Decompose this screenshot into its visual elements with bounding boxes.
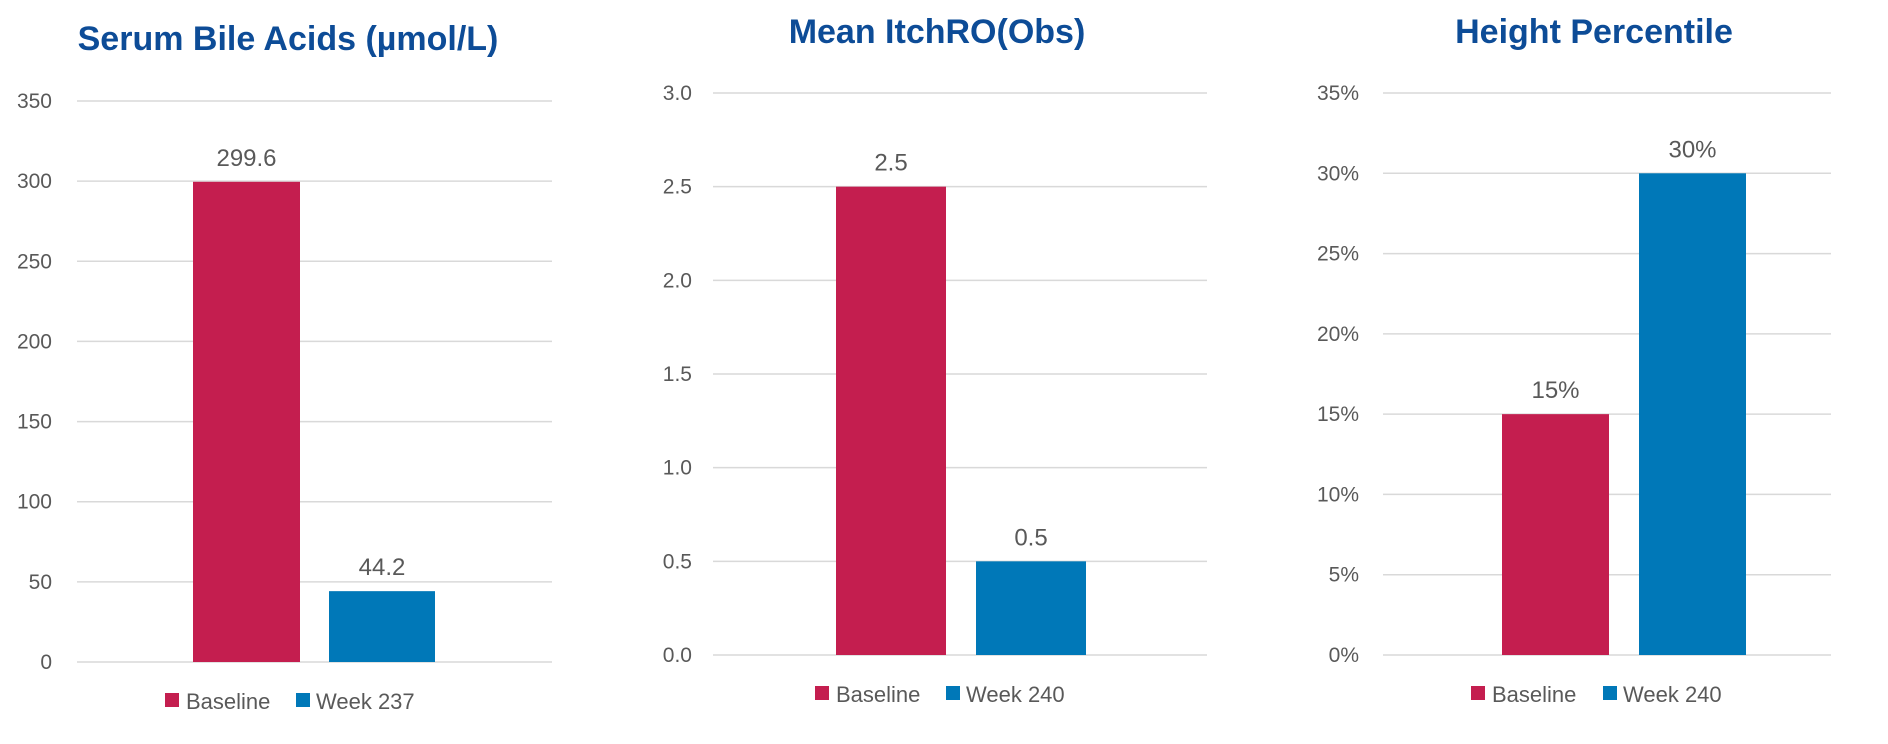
y-tick-label: 200 xyxy=(17,330,52,353)
legend-label: Week 240 xyxy=(966,682,1065,707)
y-tick-label: 3.0 xyxy=(663,82,692,105)
y-tick-label: 0 xyxy=(40,651,52,674)
y-tick-label: 0% xyxy=(1329,644,1359,667)
y-tick-label: 5% xyxy=(1329,564,1359,587)
y-tick-label: 100 xyxy=(17,491,52,514)
data-label: 30% xyxy=(1668,136,1716,163)
legend-swatch xyxy=(165,693,179,707)
y-tick-label: 0.5 xyxy=(663,550,692,573)
legend-label: Baseline xyxy=(836,682,920,707)
y-tick-label: 300 xyxy=(17,170,52,193)
legend-swatch xyxy=(1603,686,1617,700)
bar-week xyxy=(1639,173,1746,656)
y-tick-label: 2.0 xyxy=(663,269,692,292)
chart-title: Mean ItchRO(Obs) xyxy=(789,13,1086,51)
data-label: 44.2 xyxy=(359,554,406,581)
legend-swatch xyxy=(946,686,960,700)
y-tick-label: 150 xyxy=(17,411,52,434)
legend-label: Baseline xyxy=(186,689,270,714)
bar-week xyxy=(976,561,1086,655)
legend-swatch xyxy=(815,686,829,700)
legend-label: Week 240 xyxy=(1623,682,1722,707)
y-tick-label: 35% xyxy=(1317,82,1359,105)
data-label: 0.5 xyxy=(1014,524,1047,551)
y-tick-label: 0.0 xyxy=(663,644,692,667)
bar-week xyxy=(329,591,435,662)
y-tick-label: 350 xyxy=(17,90,52,113)
chart-title: Serum Bile Acids (µmol/L) xyxy=(78,20,499,58)
data-label: 299.6 xyxy=(216,145,276,172)
bar-baseline xyxy=(1502,414,1609,655)
legend-swatch xyxy=(296,693,310,707)
legend-label: Week 237 xyxy=(316,689,415,714)
y-tick-label: 10% xyxy=(1317,483,1359,506)
chart-title: Height Percentile xyxy=(1455,13,1733,51)
y-tick-label: 30% xyxy=(1317,162,1359,185)
y-tick-label: 2.5 xyxy=(663,176,692,199)
data-label: 2.5 xyxy=(874,150,907,177)
y-tick-label: 20% xyxy=(1317,323,1359,346)
legend-label: Baseline xyxy=(1492,682,1576,707)
y-tick-label: 1.0 xyxy=(663,457,692,480)
legend-swatch xyxy=(1471,686,1485,700)
bar-baseline xyxy=(193,181,300,662)
y-tick-label: 15% xyxy=(1317,403,1359,426)
data-label: 15% xyxy=(1531,377,1579,404)
y-tick-label: 250 xyxy=(17,250,52,273)
y-tick-label: 1.5 xyxy=(663,363,692,386)
y-tick-label: 25% xyxy=(1317,243,1359,266)
bar-baseline xyxy=(836,186,946,655)
y-tick-label: 50 xyxy=(29,571,52,594)
